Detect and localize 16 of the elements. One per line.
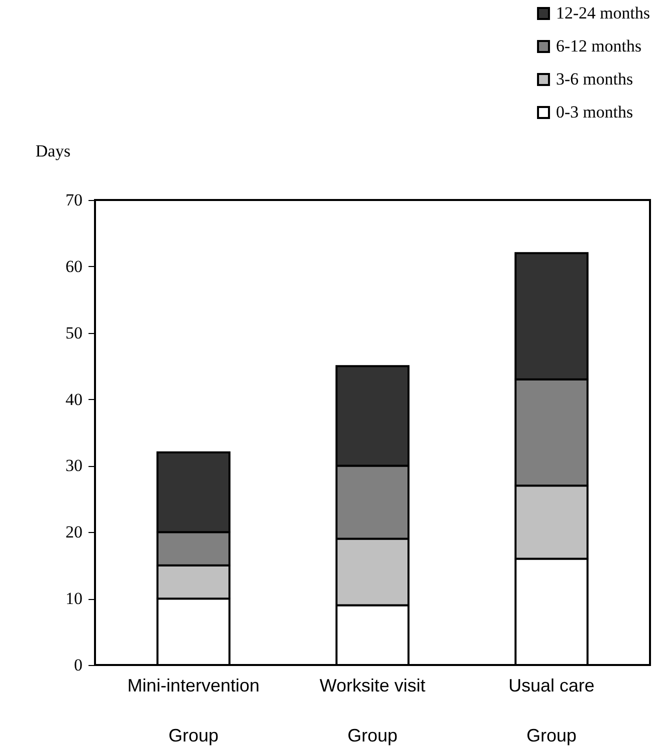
- category-label: Mini-intervention Group: [127, 676, 260, 746]
- category-label: Worksite visit Group: [320, 676, 426, 746]
- legend-label: 3-6 months: [556, 70, 633, 88]
- y-tick-label: 0: [74, 656, 82, 674]
- category-label: Usual care Group: [508, 676, 595, 746]
- y-tick-label: 50: [66, 323, 82, 342]
- y-tick-label: 40: [66, 390, 82, 409]
- y-tick-label: 10: [66, 589, 82, 608]
- y-tick-label: 20: [66, 522, 82, 542]
- legend-label: 12-24 months: [556, 4, 650, 22]
- y-tick-label: 70: [66, 190, 82, 210]
- y-axis-title: Days: [36, 142, 70, 160]
- y-tick-label: 30: [66, 456, 82, 476]
- y-tick-label: 60: [66, 256, 82, 276]
- legend-label: 0-3 months: [556, 102, 633, 122]
- legend-label: 6-12 months: [556, 36, 642, 56]
